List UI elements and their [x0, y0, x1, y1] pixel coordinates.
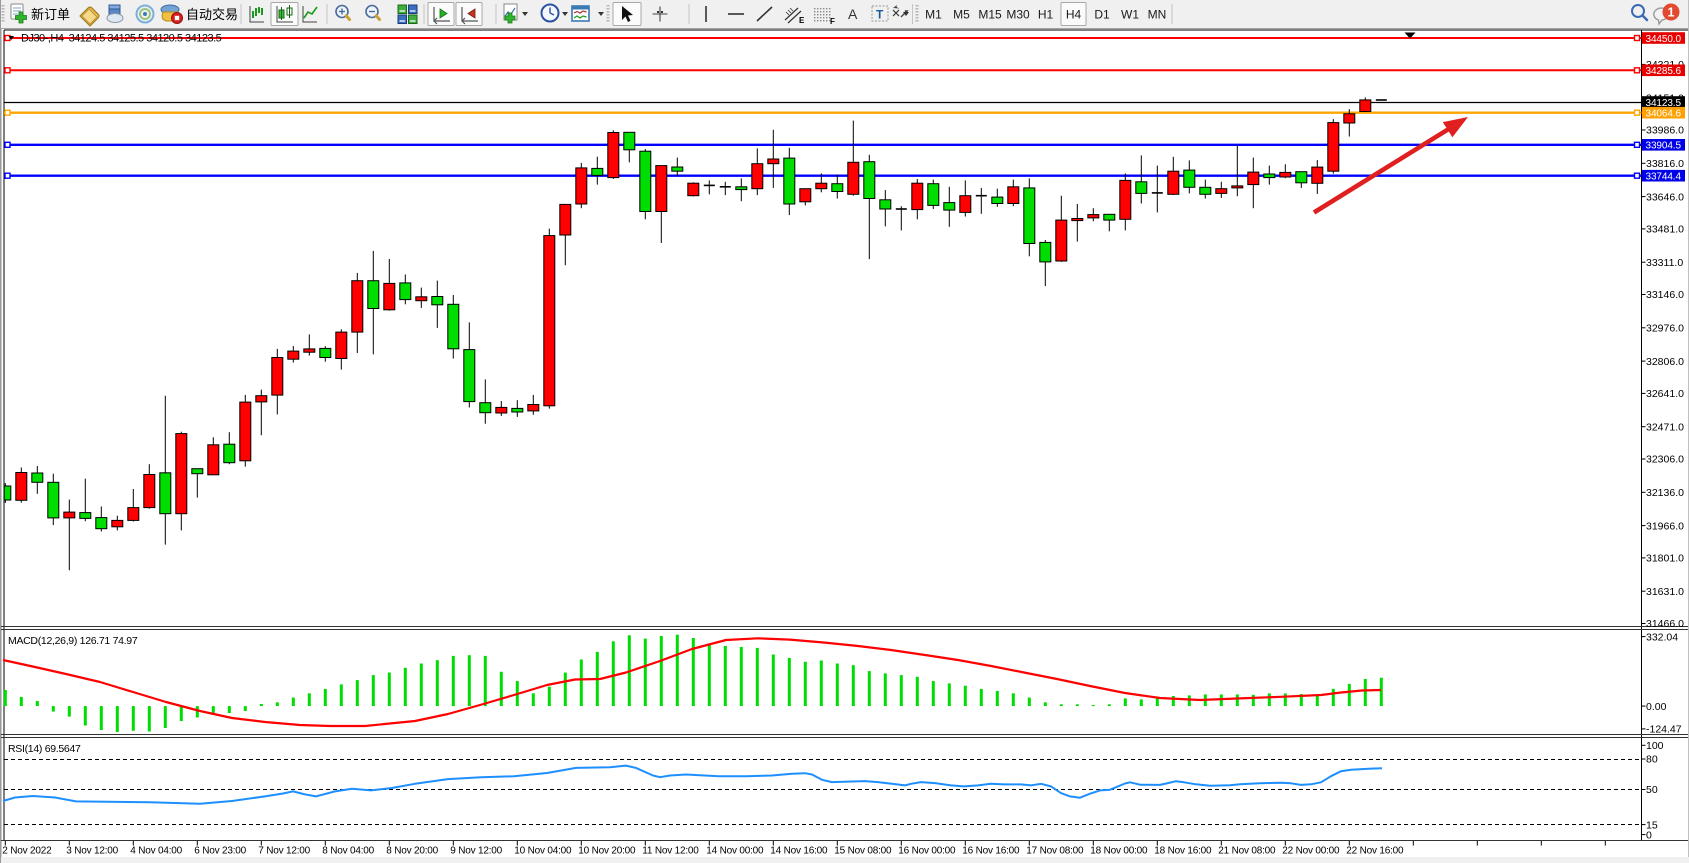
svg-text:33816.0: 33816.0 — [1646, 158, 1684, 170]
svg-text:17 Nov 08:00: 17 Nov 08:00 — [1026, 846, 1084, 857]
svg-text:M15: M15 — [978, 8, 1002, 22]
svg-text:7 Nov 12:00: 7 Nov 12:00 — [258, 846, 310, 857]
svg-text:新订单: 新订单 — [31, 7, 70, 22]
svg-text:15 Nov 08:00: 15 Nov 08:00 — [834, 846, 892, 857]
svg-text:18 Nov 00:00: 18 Nov 00:00 — [1090, 846, 1148, 857]
svg-text:8 Nov 20:00: 8 Nov 20:00 — [386, 846, 438, 857]
svg-text:32806.0: 32806.0 — [1646, 356, 1684, 368]
svg-text:E: E — [799, 16, 805, 25]
svg-text:80: 80 — [1646, 754, 1658, 766]
svg-text:34064.6: 34064.6 — [1646, 109, 1682, 120]
svg-text:50: 50 — [1646, 784, 1658, 796]
svg-text:1: 1 — [1668, 6, 1675, 20]
svg-text:100: 100 — [1646, 740, 1664, 752]
svg-text:34285.6: 34285.6 — [1646, 66, 1682, 77]
svg-text:32471.0: 32471.0 — [1646, 421, 1684, 433]
svg-text:M30: M30 — [1006, 8, 1030, 22]
svg-text:21 Nov 08:00: 21 Nov 08:00 — [1218, 846, 1276, 857]
svg-text:3 Nov 12:00: 3 Nov 12:00 — [66, 846, 118, 857]
svg-text:34450.0: 34450.0 — [1646, 34, 1682, 45]
svg-text:33146.0: 33146.0 — [1646, 289, 1684, 301]
svg-text:W1: W1 — [1121, 8, 1139, 22]
svg-text:自动交易: 自动交易 — [186, 7, 238, 22]
svg-text:H1: H1 — [1038, 8, 1054, 22]
svg-text:T: T — [876, 8, 884, 22]
svg-text:16 Nov 00:00: 16 Nov 00:00 — [898, 846, 956, 857]
svg-text:6 Nov 23:00: 6 Nov 23:00 — [194, 846, 246, 857]
svg-text:-124.47: -124.47 — [1646, 724, 1682, 736]
svg-text:M5: M5 — [953, 8, 970, 22]
svg-text:MN: MN — [1148, 8, 1167, 22]
svg-text:8 Nov 04:00: 8 Nov 04:00 — [322, 846, 374, 857]
svg-text:22 Nov 00:00: 22 Nov 00:00 — [1282, 846, 1340, 857]
svg-text:33986.0: 33986.0 — [1646, 125, 1684, 137]
svg-text:0: 0 — [1646, 829, 1652, 841]
svg-text:31466.0: 31466.0 — [1646, 618, 1684, 630]
svg-text:16 Nov 16:00: 16 Nov 16:00 — [962, 846, 1020, 857]
svg-text:MACD(12,26,9) 126.71 74.97: MACD(12,26,9) 126.71 74.97 — [8, 635, 138, 647]
svg-text:32976.0: 32976.0 — [1646, 323, 1684, 335]
svg-text:33311.0: 33311.0 — [1646, 257, 1683, 269]
svg-text:15: 15 — [1646, 819, 1658, 831]
svg-text:F: F — [830, 17, 835, 26]
svg-text:332.04: 332.04 — [1646, 631, 1678, 643]
svg-text:14 Nov 00:00: 14 Nov 00:00 — [706, 846, 764, 857]
svg-text:33904.5: 33904.5 — [1646, 141, 1682, 152]
svg-text:DJ30-,H4 34124.5 34125.5 3412: DJ30-,H4 34124.5 34125.5 34120.5 34123.5 — [21, 33, 222, 45]
svg-text:11 Nov 12:00: 11 Nov 12:00 — [642, 846, 699, 857]
svg-text:2 Nov 2022: 2 Nov 2022 — [2, 846, 52, 857]
svg-text:32136.0: 32136.0 — [1646, 487, 1684, 499]
svg-text:0.00: 0.00 — [1646, 701, 1667, 713]
svg-text:31631.0: 31631.0 — [1646, 586, 1684, 598]
svg-text:31966.0: 31966.0 — [1646, 520, 1684, 532]
svg-text:A: A — [848, 6, 858, 22]
svg-text:34123.5: 34123.5 — [1646, 98, 1682, 109]
svg-text:32641.0: 32641.0 — [1646, 388, 1684, 400]
svg-text:33481.0: 33481.0 — [1646, 224, 1684, 236]
svg-text:31801.0: 31801.0 — [1646, 553, 1684, 565]
svg-text:10 Nov 20:00: 10 Nov 20:00 — [578, 846, 636, 857]
svg-text:RSI(14) 69.5647: RSI(14) 69.5647 — [8, 743, 81, 755]
svg-text:33646.0: 33646.0 — [1646, 191, 1684, 203]
svg-text:4 Nov 04:00: 4 Nov 04:00 — [130, 846, 182, 857]
svg-text:9 Nov 12:00: 9 Nov 12:00 — [450, 846, 502, 857]
svg-text:22 Nov 16:00: 22 Nov 16:00 — [1346, 846, 1404, 857]
svg-text:14 Nov 16:00: 14 Nov 16:00 — [770, 846, 828, 857]
svg-text:M1: M1 — [925, 8, 942, 22]
svg-text:18 Nov 16:00: 18 Nov 16:00 — [1154, 846, 1212, 857]
svg-text:32306.0: 32306.0 — [1646, 454, 1684, 466]
svg-text:H4: H4 — [1066, 8, 1082, 22]
svg-text:D1: D1 — [1094, 8, 1110, 22]
svg-text:33744.4: 33744.4 — [1646, 172, 1682, 183]
svg-text:10 Nov 04:00: 10 Nov 04:00 — [514, 846, 572, 857]
